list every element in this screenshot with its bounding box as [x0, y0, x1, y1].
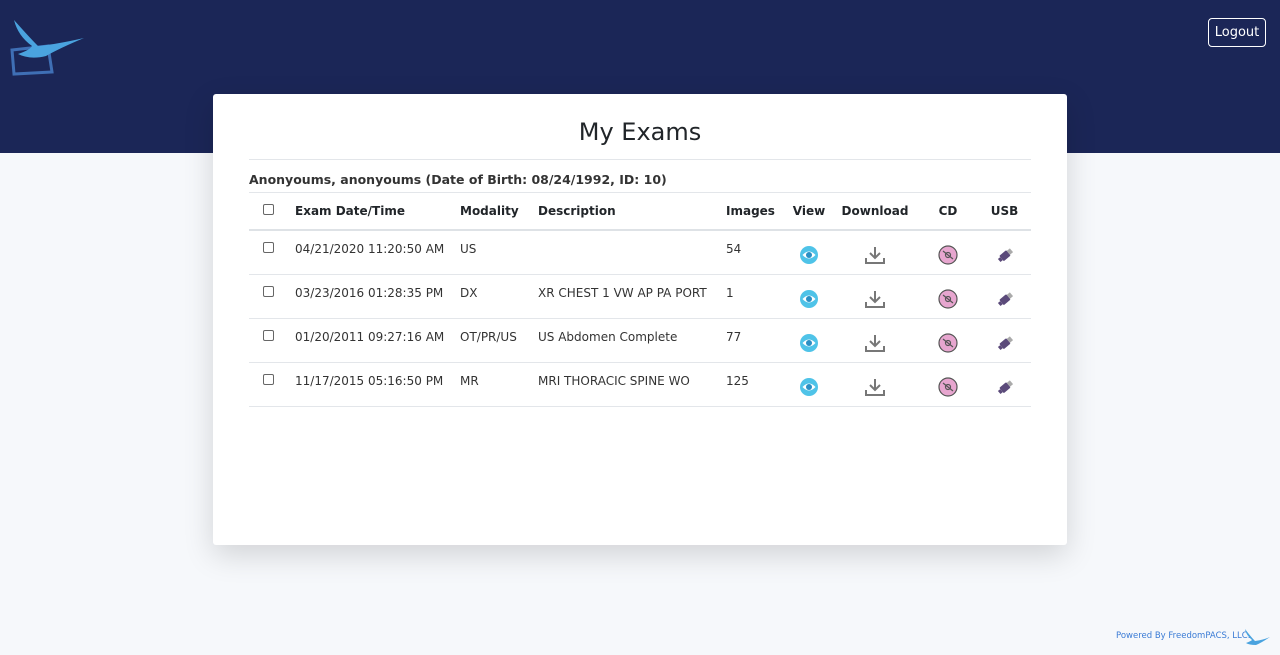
view-button[interactable] [799, 377, 819, 400]
usb-cell [978, 318, 1031, 363]
logo[interactable] [8, 16, 88, 78]
header-row: Exam Date/Time Modality Description Images V… [249, 192, 1031, 231]
divider [249, 159, 1031, 160]
cd-button[interactable] [938, 245, 958, 268]
cd-button[interactable] [938, 332, 958, 356]
table-body: 04/21/2020 11:20:50 AM US 54 03/23/2016 01:… [249, 230, 1031, 407]
cd-cell [918, 362, 978, 407]
checkbox[interactable] [263, 242, 274, 253]
cell: 11/17/2015 05:16:50 PM [285, 362, 450, 407]
exam-row: 11/17/2015 05:16:50 PM MR MRI THORACIC SPI… [249, 362, 1031, 407]
column-header: Exam Date/Time [285, 192, 450, 231]
column-header: Download [832, 192, 918, 231]
page-title: My Exams [578, 118, 702, 146]
cell: 03/23/2016 01:28:35 PM [285, 274, 450, 319]
select-all [249, 192, 285, 231]
usb-cell [978, 274, 1031, 319]
usb-button[interactable] [995, 335, 1015, 356]
cell: 01/20/2011 09:27:16 AM [285, 318, 450, 363]
footer-logo [1245, 629, 1270, 645]
download-cell [832, 274, 918, 319]
column-header: Images [716, 192, 786, 231]
download-cell [832, 230, 918, 275]
column-header: Modality [450, 192, 528, 231]
exam-row: 01/20/2011 09:27:16 AM OT/PR/US US Abdomen… [249, 318, 1031, 363]
select-cell [249, 274, 285, 319]
cell: MR [450, 362, 528, 407]
cell: MRI THORACIC SPINE WO [528, 362, 716, 407]
cd-cell [918, 230, 978, 275]
cd-button[interactable] [938, 288, 958, 312]
cell: DX [450, 274, 528, 319]
cell: 77 [716, 318, 786, 363]
column-header: View [786, 192, 832, 231]
exam-table: Exam Date/Time Modality Description Images V… [249, 192, 1031, 407]
usb-button[interactable] [995, 248, 1015, 268]
checkbox[interactable] [263, 329, 274, 341]
column-header: USB [978, 192, 1031, 231]
download-cell [832, 318, 918, 363]
footer: Powered By FreedomPACS, LLC. [1116, 631, 1251, 641]
cd-button[interactable] [938, 376, 958, 400]
cell: US [450, 230, 528, 275]
exam-card: My Exams Anonyoums, anonyoums (Date of B… [213, 94, 1067, 545]
logout-button[interactable]: Logout [1208, 18, 1266, 47]
usb-cell [978, 230, 1031, 275]
usb-button[interactable] [995, 291, 1015, 312]
download-button[interactable] [864, 334, 886, 356]
view-cell [786, 230, 832, 275]
view-cell [786, 318, 832, 363]
download-button[interactable] [864, 378, 886, 400]
cell: 125 [716, 362, 786, 407]
patient-info: Anonyoums, anonyoums (Date of Birth: 08/… [249, 172, 667, 187]
cd-cell [918, 318, 978, 363]
cell: 54 [716, 230, 786, 275]
view-button[interactable] [799, 333, 819, 356]
cd-cell [918, 274, 978, 319]
exam-row: 04/21/2020 11:20:50 AM US 54 [249, 230, 1031, 275]
column-header: Description [528, 192, 716, 231]
checkbox[interactable] [263, 204, 274, 215]
select-cell [249, 230, 285, 275]
checkbox[interactable] [263, 373, 274, 385]
download-cell [832, 362, 918, 407]
cell: XR CHEST 1 VW AP PA PORT [528, 274, 716, 319]
column-header: CD [918, 192, 978, 231]
cell: 04/21/2020 11:20:50 AM [285, 230, 450, 275]
view-cell [786, 362, 832, 407]
cell: 1 [716, 274, 786, 319]
select-cell [249, 362, 285, 407]
usb-button[interactable] [995, 379, 1015, 400]
download-button[interactable] [864, 290, 886, 312]
view-button[interactable] [799, 246, 819, 268]
view-button[interactable] [799, 289, 819, 312]
select-cell [249, 318, 285, 363]
download-button[interactable] [864, 247, 886, 268]
checkbox[interactable] [263, 285, 274, 297]
cell: OT/PR/US [450, 318, 528, 363]
cell [528, 230, 716, 275]
cell: US Abdomen Complete [528, 318, 716, 363]
view-cell [786, 274, 832, 319]
usb-cell [978, 362, 1031, 407]
exam-row: 03/23/2016 01:28:35 PM DX XR CHEST 1 VW AP… [249, 274, 1031, 319]
